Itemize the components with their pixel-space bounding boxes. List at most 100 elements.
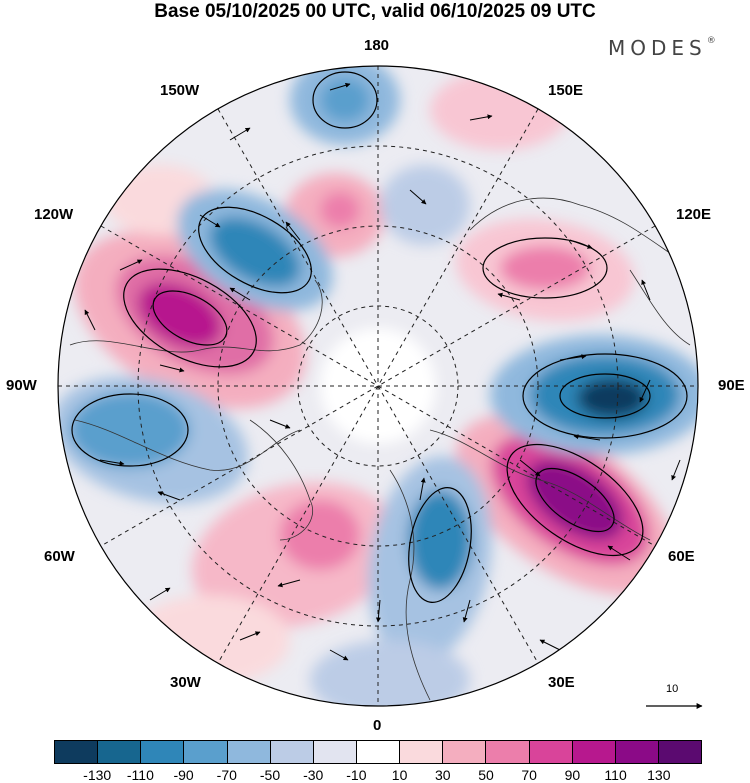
wind-arrow	[559, 354, 587, 361]
wind-arrow	[519, 459, 541, 477]
colorbar-tick-label: -30	[303, 767, 324, 783]
colorbar-tick-label: 110	[604, 767, 627, 783]
anomaly-neg-d2	[408, 490, 472, 590]
colorbar-tick-label: 130	[647, 767, 671, 783]
colorbar-segment-13	[614, 740, 658, 764]
colorbar-segment-9	[442, 740, 486, 764]
streamline-f	[408, 487, 472, 603]
wind-arrow	[239, 631, 261, 641]
wind-arrow	[639, 379, 651, 403]
colorbar-tick-label: 10	[391, 767, 408, 783]
lon-label-90w: 90W	[6, 377, 37, 394]
anomaly-neg-c2	[70, 392, 190, 468]
streamline-c2	[559, 373, 651, 419]
wind-arrow	[607, 545, 631, 561]
colorbar-tick-label: -90	[173, 767, 194, 783]
colorbar-tick-label: 30	[435, 767, 451, 783]
meridian-60w-120e	[100, 225, 656, 547]
meridians	[58, 66, 698, 706]
wind-arrow	[497, 292, 521, 301]
lon-label-0: 0	[373, 717, 382, 734]
streamline-e	[71, 393, 189, 467]
streamline-g	[482, 237, 608, 299]
wind-arrow	[159, 364, 185, 373]
wind-arrow	[641, 279, 651, 301]
colorbar-tick-label: -110	[126, 767, 154, 783]
lon-label-30w: 30W	[170, 674, 201, 691]
streamline-h	[312, 71, 378, 129]
wind-vectors	[84, 82, 681, 661]
colorbar-segment-7	[355, 740, 400, 764]
wind-arrow	[269, 419, 291, 429]
coastline-greenland	[249, 419, 313, 541]
colorbar-tick-label: -50	[259, 767, 281, 783]
streamlines	[71, 71, 688, 603]
anomaly-pos-e2	[320, 192, 360, 228]
anomaly-neg-e2	[320, 78, 370, 122]
wind-arrow	[229, 127, 251, 141]
colorbar-tick-label: -70	[216, 767, 237, 783]
colorbar-segment-8	[399, 740, 443, 764]
wind-arrow	[199, 214, 221, 228]
lon-label-180: 180	[364, 37, 390, 54]
lon-label-30e: 30E	[548, 674, 575, 691]
anomaly-pos-c2	[500, 246, 590, 290]
streamline-b	[506, 443, 644, 557]
colorbar-tick-label: 90	[564, 767, 581, 783]
modes-logo: MODES®	[608, 36, 716, 60]
coastline-hudson	[74, 419, 301, 471]
coastline-eurasia	[429, 429, 651, 541]
anomaly-neg-f	[380, 165, 470, 245]
map-border	[57, 65, 699, 707]
colorbar-tick-label: -130	[83, 767, 112, 783]
wind-arrow	[277, 579, 301, 588]
lon-label-150e: 150E	[548, 82, 584, 99]
anomaly-neg-b2	[209, 217, 301, 287]
wind-arrow	[84, 309, 96, 331]
anomaly-field	[58, 66, 698, 706]
lon-label-60w: 60W	[44, 548, 75, 565]
registered-mark: ®	[706, 36, 716, 46]
colorbar-tick-label: 70	[521, 767, 537, 783]
streamline-a	[123, 268, 257, 368]
chart-title: Base 05/10/2025 00 UTC, valid 06/10/2025…	[154, 1, 596, 22]
wind-arrow	[375, 599, 381, 623]
anomaly-pos-d2	[280, 500, 360, 570]
colorbar-segment-2	[140, 740, 184, 764]
colorbar-segment-11	[528, 740, 572, 764]
wind-arrow	[119, 259, 143, 271]
anomaly-neg-a3	[577, 378, 647, 418]
wind-arrow	[229, 287, 251, 301]
wind-arrow	[329, 82, 351, 91]
wind-arrow	[409, 189, 427, 205]
colorbar-segment-12	[571, 740, 615, 764]
wind-arrow	[539, 639, 561, 651]
coastline-scandinavia	[389, 469, 431, 701]
wind-arrow	[671, 459, 681, 481]
wind-arrow	[462, 599, 471, 623]
shaded-anomalies	[58, 66, 698, 706]
colorbar-segment-1	[97, 740, 141, 764]
meridian-30e-150w	[217, 108, 539, 664]
wind-arrow	[419, 477, 426, 501]
anomaly-pos-h	[130, 595, 290, 685]
colorbar-segment-6	[312, 740, 356, 764]
coastline-kamchatka	[629, 269, 691, 346]
reference-vector-label: 10	[666, 683, 679, 695]
wind-arrow	[149, 587, 171, 601]
coastline-east-siberia	[469, 197, 681, 261]
lon-label-90e: 90E	[718, 377, 745, 394]
colorbar-segment-0	[54, 740, 98, 764]
wind-arrow	[469, 114, 493, 121]
brand-text: MODES	[608, 36, 707, 60]
coastlines	[69, 197, 691, 701]
wind-arrow	[569, 239, 593, 249]
coastline-north-america	[69, 279, 323, 353]
wind-arrow	[99, 459, 125, 466]
streamline-c	[522, 353, 688, 439]
streamline-a2	[152, 290, 228, 346]
wind-arrow	[329, 649, 349, 661]
colorbar-segment-10	[485, 740, 529, 764]
colorbar	[54, 740, 703, 764]
